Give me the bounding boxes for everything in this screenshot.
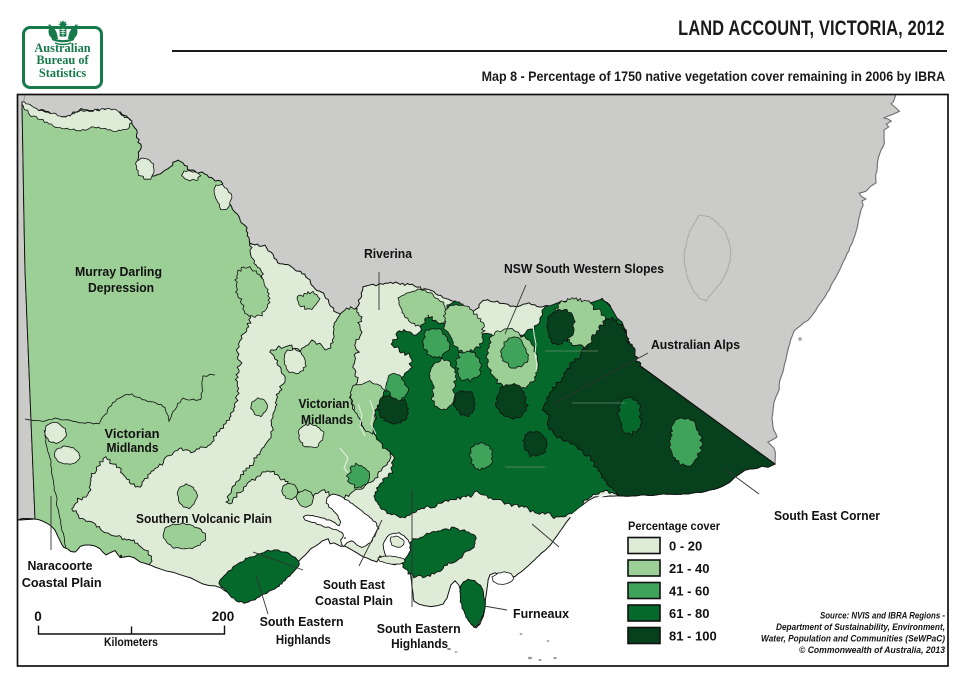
svg-text:South East: South East — [323, 577, 386, 592]
svg-text:Depression: Depression — [88, 280, 154, 295]
svg-text:Murray Darling: Murray Darling — [75, 264, 162, 279]
svg-text:Victorian: Victorian — [299, 396, 350, 411]
svg-text:Department of Sustainability,: Department of Sustainability, Environmen… — [776, 622, 945, 632]
svg-text:41 - 60: 41 - 60 — [669, 584, 709, 599]
svg-text:200: 200 — [212, 609, 235, 624]
svg-text:0: 0 — [34, 609, 42, 624]
svg-text:Percentage cover: Percentage cover — [628, 519, 720, 533]
svg-text:Midlands: Midlands — [107, 440, 159, 455]
svg-text:Highlands: Highlands — [391, 636, 448, 651]
svg-text:Coastal Plain: Coastal Plain — [22, 575, 102, 590]
svg-text:61 - 80: 61 - 80 — [669, 606, 709, 621]
svg-text:0 - 20: 0 - 20 — [669, 539, 702, 554]
svg-text:Victorian: Victorian — [105, 426, 160, 441]
svg-text:Water, Population and Communit: Water, Population and Communities (SeWPa… — [761, 634, 945, 644]
svg-text:Riverina: Riverina — [364, 246, 413, 261]
svg-text:South East Corner: South East Corner — [774, 508, 880, 523]
svg-text:NSW South Western Slopes: NSW South Western Slopes — [504, 261, 664, 276]
svg-text:Australian Alps: Australian Alps — [651, 337, 740, 352]
svg-text:Kilometers: Kilometers — [104, 635, 158, 649]
svg-text:Naracoorte: Naracoorte — [28, 558, 93, 573]
svg-text:Midlands: Midlands — [301, 412, 353, 427]
svg-text:South Eastern: South Eastern — [260, 614, 344, 629]
svg-text:© Commonwealth of Australia,: © Commonwealth of Australia, 2013 — [799, 645, 945, 655]
svg-text:Furneaux: Furneaux — [513, 606, 570, 621]
svg-text:Southern Volcanic Plain: Southern Volcanic Plain — [136, 511, 272, 526]
svg-text:Coastal Plain: Coastal Plain — [315, 593, 393, 608]
svg-text:Source: NVIS and IBRA Regions: Source: NVIS and IBRA Regions - — [820, 611, 945, 621]
svg-text:21 - 40: 21 - 40 — [669, 561, 709, 576]
svg-text:South Eastern: South Eastern — [377, 621, 461, 636]
svg-text:Highlands: Highlands — [276, 632, 331, 647]
svg-text:81 - 100: 81 - 100 — [669, 629, 717, 644]
